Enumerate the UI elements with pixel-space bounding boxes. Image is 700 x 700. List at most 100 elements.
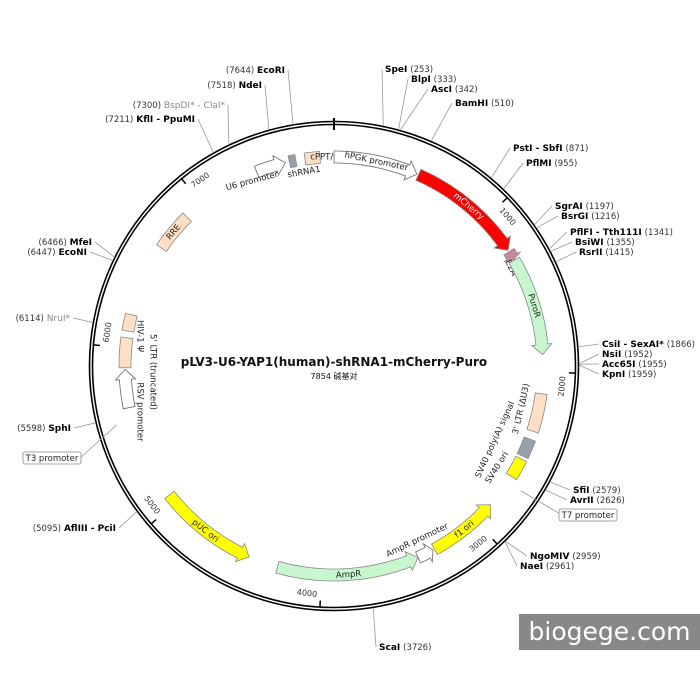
tick-label: 5000 <box>142 494 162 516</box>
site-position: (5095) <box>33 524 61 534</box>
tick-mark <box>150 519 157 525</box>
site-label: BlpI (333) <box>411 75 456 85</box>
site-position: (1415) <box>605 248 633 258</box>
site-position: (1216) <box>591 212 619 222</box>
site-label: (7518) NdeI <box>207 81 262 91</box>
site-label: (7300) BspDI* - ClaI* <box>133 101 226 111</box>
site-leader-line <box>287 69 294 125</box>
site-leader-line <box>430 102 453 142</box>
site-psti-sbfi[interactable]: PstI - SbfI (871) <box>490 144 588 179</box>
site-position: (510) <box>491 99 514 109</box>
site-name: PstI - SbfI <box>513 144 563 154</box>
feature-rsv-promoter[interactable]: RSV promoter <box>114 368 145 442</box>
site-spei[interactable]: SpeI (253) <box>381 65 433 127</box>
feature-5-ltr-truncated[interactable]: 5' LTR (truncated) <box>118 334 158 410</box>
site-econi[interactable]: (6447) EcoNI <box>27 248 114 261</box>
site-mfei[interactable]: (6466) MfeI <box>39 238 115 258</box>
site-pflmi[interactable]: PflMI (955) <box>503 159 577 190</box>
feature-shape <box>253 154 286 178</box>
site-position: (1197) <box>586 202 614 212</box>
site-leader-line <box>578 343 600 348</box>
feature-label: hPGK promoter <box>343 150 409 173</box>
site-nsii[interactable]: NsiI (1952) <box>578 350 652 365</box>
site-kpni[interactable]: KpnI (1959) <box>578 364 656 380</box>
feature-label: mCherry <box>451 191 486 222</box>
site-label: SgrAI (1197) <box>555 202 614 212</box>
tick-label: 2000 <box>557 376 568 397</box>
site-name: CsiI - SexAI* <box>602 340 664 350</box>
site-sfii[interactable]: SfiI (2579) <box>549 481 621 496</box>
site-position: (1355) <box>606 238 634 248</box>
feature-puror[interactable]: PuroR <box>508 256 553 356</box>
site-blpi[interactable]: BlpI (333) <box>398 75 456 130</box>
site-rsrii[interactable]: RsrII (1415) <box>555 248 634 263</box>
tick-label: 6000 <box>102 322 114 343</box>
site-scai[interactable]: ScaI (3726) <box>372 607 431 653</box>
site-pflfi-tth111i[interactable]: PflFI - Tth111I (1341) <box>548 228 673 250</box>
site-bsiwi[interactable]: BsiWI (1355) <box>550 238 635 252</box>
feature-ampr[interactable]: AmpR <box>275 551 419 582</box>
site-name: MfeI <box>70 238 92 248</box>
site-position: (1959) <box>628 370 656 380</box>
site-position: (253) <box>410 65 433 75</box>
site-acc65i[interactable]: Acc65I (1955) <box>578 360 667 370</box>
site-position: (3726) <box>403 643 431 653</box>
boxed-label-text: T3 promoter <box>25 454 79 464</box>
site-label: PflFI - Tth111I (1341) <box>570 228 673 238</box>
feature-shape <box>526 392 548 434</box>
site-ndei[interactable]: (7518) NdeI <box>207 81 270 130</box>
site-label: ScaI (3726) <box>379 643 431 653</box>
site-leader-line <box>118 511 138 529</box>
site-position: (6114) <box>16 314 44 324</box>
feature-shape <box>118 336 134 369</box>
site-label: PflMI (955) <box>526 159 577 169</box>
site-position: (2626) <box>597 496 625 506</box>
site-name: KpnI <box>602 370 625 380</box>
boxed-label-t3-promoter[interactable]: T3 promoter <box>22 424 118 465</box>
site-naei[interactable]: NaeI (2961) <box>504 541 574 572</box>
site-label: (5095) AflIII - PciI <box>33 524 116 534</box>
feature-hpgk-promoter[interactable]: hPGK promoter <box>333 150 418 181</box>
site-label: BsrGI (1216) <box>561 212 620 222</box>
feature-sv40-poly-a-signal[interactable]: SV40 poly(A) signal <box>474 400 536 480</box>
feature-3-ltr-u3[interactable]: 3' LTR (ΔU3) <box>511 383 548 436</box>
feature-shape <box>164 490 250 563</box>
site-label: NaeI (2961) <box>520 562 574 572</box>
site-leader-line <box>94 241 115 258</box>
site-csii-sexai[interactable]: CsiI - SexAI* (1866) <box>578 340 695 350</box>
site-bamhi[interactable]: BamHI (510) <box>430 99 514 142</box>
feature-u6-promoter[interactable]: U6 promoter <box>225 154 286 194</box>
site-position: (2961) <box>546 562 574 572</box>
site-position: (5598) <box>17 424 45 434</box>
site-leader-line <box>549 481 571 491</box>
feature-label: cPPT/CTS <box>310 153 350 163</box>
site-leader-line <box>534 205 553 226</box>
site-bspdi-clai[interactable]: (7300) BspDI* - ClaI* <box>133 101 230 145</box>
site-ecori[interactable]: (7644) EcoRI <box>226 66 294 125</box>
site-name: SgrAI <box>555 202 583 212</box>
site-sphi[interactable]: (5598) SphI <box>17 422 96 434</box>
feature-mcherry[interactable]: mCherry <box>415 168 511 251</box>
site-bsrgi[interactable]: BsrGI (1216) <box>536 212 620 229</box>
leader-line <box>520 490 563 516</box>
site-afliii-pcii[interactable]: (5095) AflIII - PciI <box>33 511 138 534</box>
feature-rre[interactable]: RRE <box>155 212 192 252</box>
feature-hiv-1[interactable]: HIV-1 Ψ <box>121 312 145 352</box>
site-label: BamHI (510) <box>455 99 514 109</box>
tick-label: 3000 <box>468 534 489 554</box>
site-leader-line <box>505 540 528 557</box>
site-ngomiv[interactable]: NgoMIV (2959) <box>505 540 601 562</box>
feature-puc-ori[interactable]: pUC ori <box>164 490 250 563</box>
site-avrii[interactable]: AvrII (2626) <box>545 489 625 506</box>
site-nrui[interactable]: (6114) NruI* <box>16 314 93 324</box>
site-position: (1955) <box>638 360 666 370</box>
plasmid-length: 7854 碱基对 <box>310 372 358 381</box>
site-sgrai[interactable]: SgrAI (1197) <box>534 202 614 226</box>
site-kfli-ppumi[interactable]: (7211) KflI - PpuMI <box>105 115 214 153</box>
site-name: SfiI <box>573 486 590 496</box>
site-leader-line <box>578 353 600 365</box>
site-leader-line <box>545 489 568 501</box>
boxed-label-t7-promoter[interactable]: T7 promoter <box>520 490 618 522</box>
site-asci[interactable]: AscI (342) <box>399 85 478 131</box>
feature-cppt-cts[interactable]: cPPT/CTS <box>303 151 350 166</box>
